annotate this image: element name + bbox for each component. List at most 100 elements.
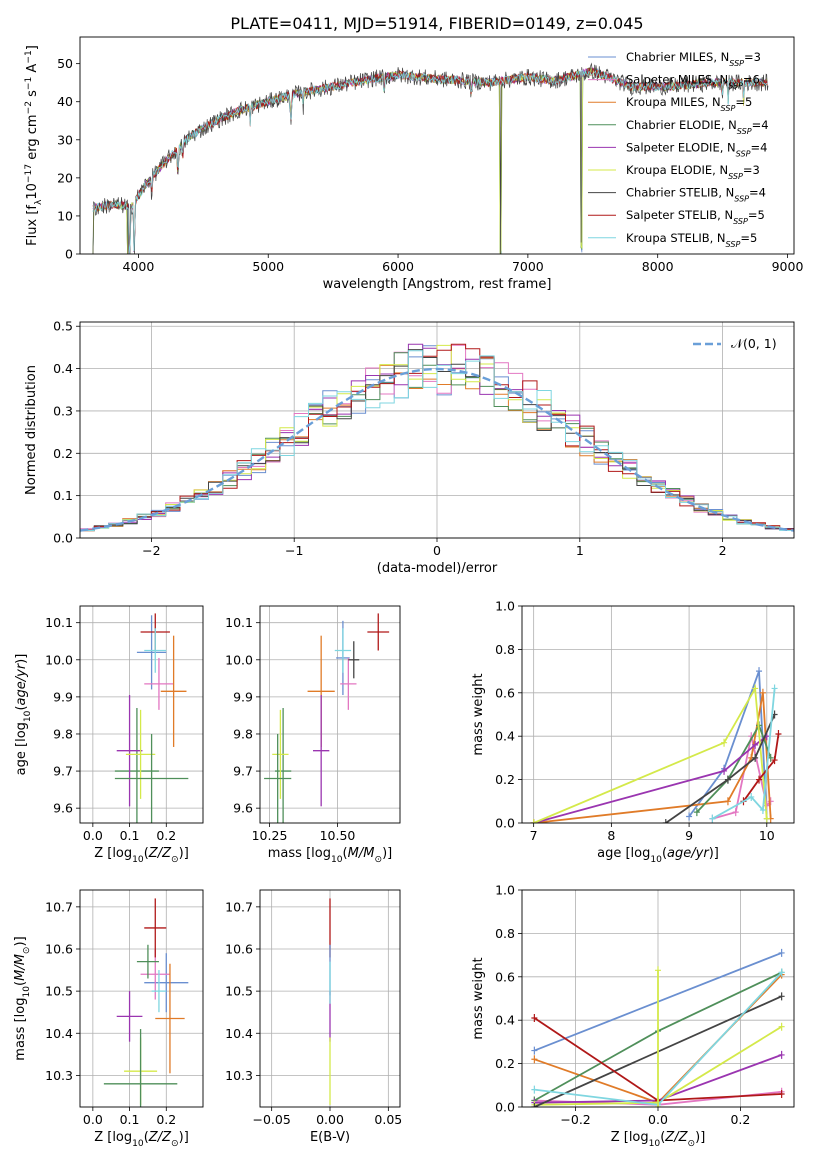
- weight-marker: [531, 1014, 538, 1023]
- x-tick-label: 1: [576, 543, 584, 558]
- error-bar-point: [160, 635, 187, 747]
- error-bar-point: [136, 944, 159, 979]
- legend-entry: Salpeter MILES, NSSP=6: [626, 73, 760, 91]
- y-tick-label: 20: [57, 170, 73, 185]
- y-tick-label: 9.9: [53, 689, 73, 704]
- x-tick-label: 2: [719, 543, 727, 558]
- y-tick-label: 10.0: [45, 652, 73, 667]
- figure-title: PLATE=0411, MJD=51914, FIBERID=0149, z=0…: [230, 14, 643, 33]
- x-tick-label: 6000: [382, 259, 414, 274]
- spectrum-series: [92, 62, 769, 254]
- x-tick-label: 10.25: [252, 828, 288, 843]
- weight-marker: [756, 775, 763, 784]
- plot-area: [114, 613, 189, 823]
- error-bar-point: [114, 708, 159, 823]
- plot-area: [92, 62, 769, 254]
- y-tick-label: 10.4: [45, 1026, 73, 1041]
- y-tick-label: 0.2: [495, 772, 515, 787]
- axes-mass-weight-vs-age: 7 8 9 10 0.0 0.2 0.4 0.6 0.8 1.0 age [log10(age/yr…: [471, 599, 795, 865]
- y-tick-label: 9.6: [53, 801, 73, 816]
- legend-entry: Salpeter STELIB, NSSP=5: [626, 208, 765, 226]
- weight-marker: [721, 738, 728, 747]
- y-tick-label: 10.5: [45, 984, 73, 999]
- weight-marker: [724, 797, 731, 806]
- error-bar-point: [264, 733, 292, 823]
- weight-marker: [778, 1050, 785, 1059]
- weight-marker: [778, 948, 785, 957]
- y-tick-label: 10.1: [225, 615, 253, 630]
- weight-marker: [724, 775, 731, 784]
- y-tick-label: 0: [65, 247, 73, 262]
- plot-area: [530, 667, 782, 823]
- weight-series: [665, 714, 776, 823]
- y-axis-label: mass weight: [471, 673, 486, 755]
- error-bar-point: [155, 963, 185, 1074]
- x-tick-label: 9: [685, 828, 693, 843]
- axes-age-vs-metallicity: 0.0 0.1 0.2 9.6 9.7 9.8 9.9 10.0 10.1 Z [log10(Z/…: [14, 605, 204, 865]
- error-bar-point: [348, 641, 360, 679]
- plot-area: [264, 613, 390, 823]
- y-axis-label: Normed distribution: [24, 365, 39, 495]
- y-tick-label: 0.3: [53, 403, 73, 418]
- x-tick-label: 0.0: [83, 1112, 103, 1127]
- error-bar-point: [114, 733, 189, 823]
- axes-residuals: −2 −1 0 1 2 0.0 0.1 0.2 0.3 0.4 0.5 (data-model)/er…: [24, 319, 795, 576]
- histogram-series: [80, 344, 794, 533]
- histogram-series: [80, 343, 794, 533]
- legend-entry: Kroupa ELODIE, NSSP=3: [626, 163, 760, 181]
- weight-marker: [531, 1103, 538, 1107]
- y-tick-label: 10.0: [225, 652, 253, 667]
- weight-marker: [778, 1022, 785, 1031]
- y-tick-label: 0.8: [495, 642, 515, 657]
- x-tick-label: 5000: [252, 259, 284, 274]
- y-tick-label: 10.5: [225, 984, 253, 999]
- weight-marker: [748, 792, 755, 801]
- weight-series: [533, 685, 768, 823]
- y-tick-label: 10.6: [45, 941, 73, 956]
- plot-area: [103, 898, 189, 1107]
- error-bar-point: [367, 613, 390, 651]
- y-tick-label: 0.5: [53, 319, 73, 334]
- weight-marker: [531, 1085, 538, 1094]
- y-tick-label: 0.0: [495, 816, 515, 831]
- x-tick-label: 10: [759, 828, 775, 843]
- axes-frame: [79, 321, 795, 539]
- error-bar-point: [116, 695, 143, 807]
- x-axis-label: wavelength [Angstrom, rest frame]: [323, 277, 552, 292]
- x-tick-label: 8: [607, 828, 615, 843]
- weight-marker: [752, 753, 759, 762]
- x-axis-label: mass [log10(M/M⊙)]: [268, 846, 392, 865]
- error-bar-point: [272, 709, 289, 799]
- axes-frame: [521, 889, 795, 1108]
- legend-entry: Kroupa STELIB, NSSP=5: [626, 231, 757, 249]
- x-tick-label: −0.2: [560, 1112, 590, 1127]
- error-bar-point: [340, 657, 357, 710]
- x-axis-label: Z [log10(Z/Z⊙)]: [94, 1130, 189, 1149]
- x-tick-label: −1: [285, 543, 303, 558]
- weight-marker: [721, 766, 728, 775]
- x-axis-label: age [log10(age/yr)]: [597, 846, 719, 865]
- y-tick-label: 0.4: [495, 729, 515, 744]
- x-tick-label: −0.05: [253, 1112, 291, 1127]
- weight-marker: [531, 1046, 538, 1055]
- x-axis-label: Z [log10(Z/Z⊙)]: [611, 1130, 706, 1149]
- legend-entry: Chabrier MILES, NSSP=3: [626, 50, 761, 68]
- axes-mass-vs-ebv: −0.05 0.00 0.05 10.3 10.4 10.5 10.6 10.7: [225, 889, 402, 1127]
- axes-frame: [79, 605, 204, 824]
- plot-area: [531, 948, 785, 1107]
- y-axis-label: mass weight: [471, 957, 486, 1039]
- y-tick-label: 0.0: [495, 1100, 515, 1115]
- y-tick-label: 10.4: [225, 1026, 253, 1041]
- y-tick-label: 30: [57, 132, 73, 147]
- weight-marker: [693, 808, 700, 817]
- legend: Chabrier MILES, NSSP=3 Salpeter MILES, NS…: [588, 50, 769, 248]
- y-tick-label: 0.2: [53, 446, 73, 461]
- x-tick-label: 0.0: [83, 828, 103, 843]
- weight-marker: [759, 688, 766, 697]
- x-tick-label: 0.2: [730, 1112, 750, 1127]
- weight-series: [533, 735, 768, 823]
- y-tick-label: 9.7: [233, 764, 253, 779]
- y-tick-label: 1.0: [495, 599, 515, 614]
- weight-marker: [778, 968, 785, 977]
